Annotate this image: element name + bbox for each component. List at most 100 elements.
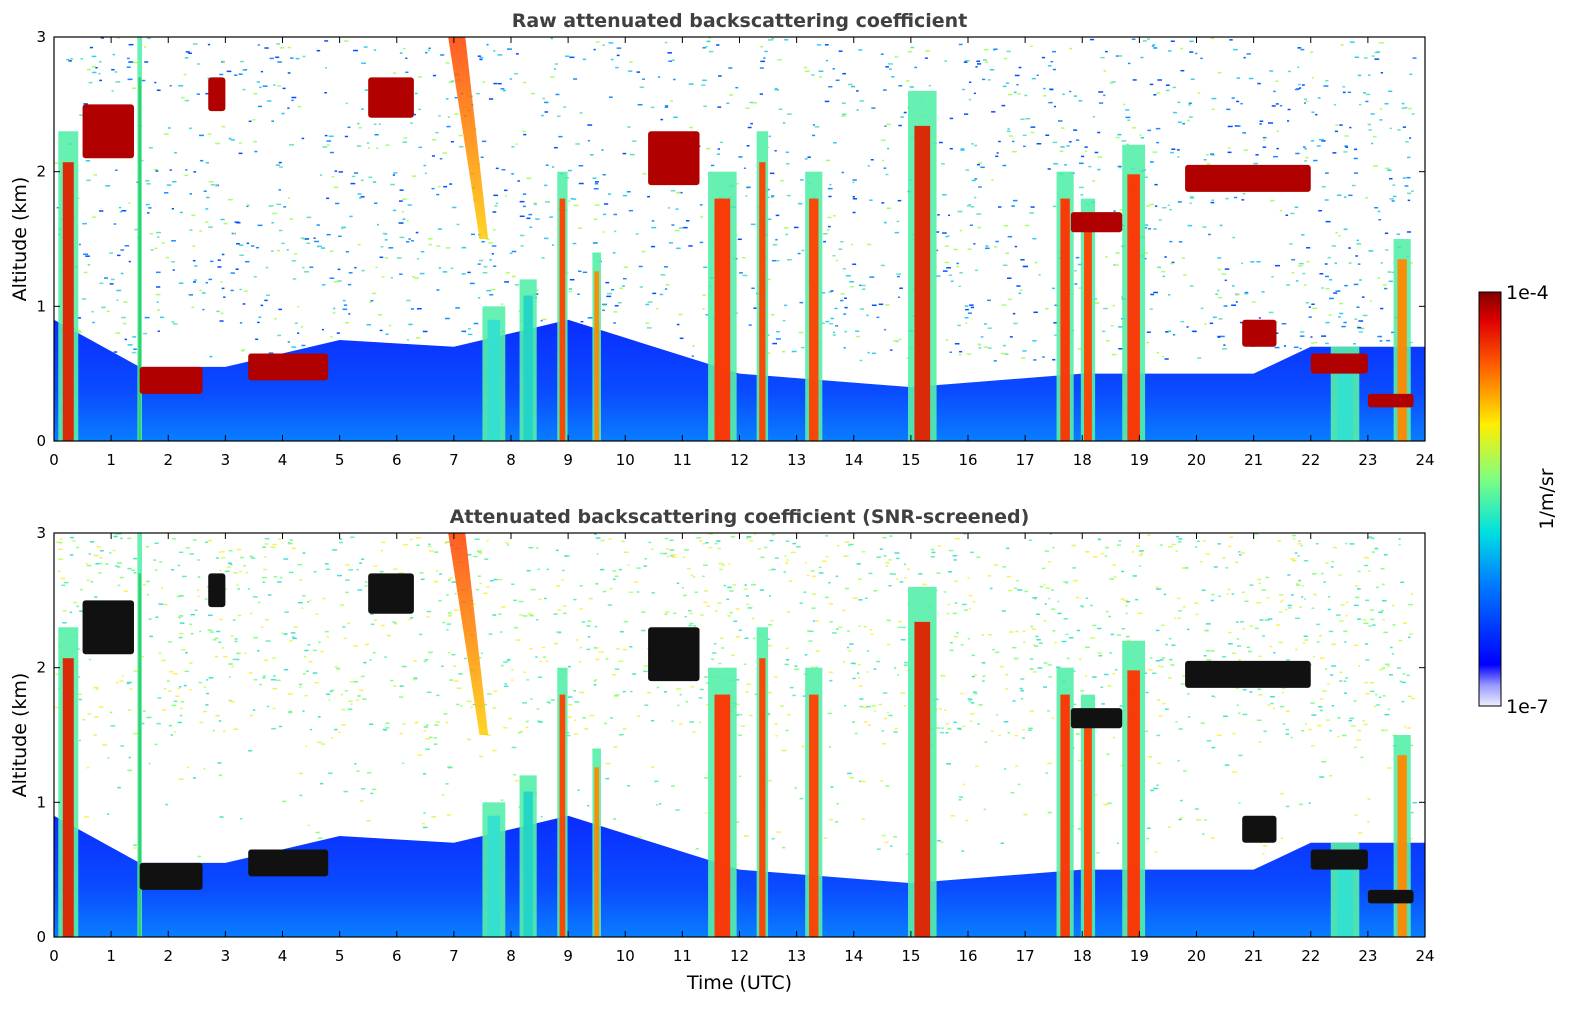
noise-dot bbox=[703, 601, 708, 604]
noise-dot bbox=[573, 78, 578, 80]
noise-dot bbox=[1361, 327, 1365, 330]
noise-dot bbox=[1293, 538, 1296, 540]
noise-dot bbox=[513, 773, 516, 776]
noise-dot bbox=[708, 546, 713, 549]
noise-dot bbox=[685, 700, 688, 703]
noise-dot bbox=[1387, 169, 1392, 171]
noise-dot bbox=[1262, 136, 1267, 139]
noise-dot bbox=[1387, 767, 1392, 769]
noise-dot bbox=[483, 265, 488, 268]
noise-dot bbox=[859, 100, 865, 102]
noise-dot bbox=[1125, 605, 1128, 607]
noise-dot bbox=[1186, 119, 1190, 122]
noise-dot bbox=[218, 774, 223, 776]
noise-dot bbox=[656, 308, 659, 310]
noise-dot bbox=[663, 552, 668, 555]
noise-dot bbox=[608, 538, 612, 540]
noise-dot bbox=[282, 800, 287, 803]
noise-dot bbox=[775, 238, 778, 241]
noise-dot bbox=[324, 67, 328, 69]
noise-dot bbox=[1328, 630, 1334, 633]
noise-dot bbox=[826, 229, 830, 231]
noise-dot bbox=[338, 731, 341, 734]
noise-dot bbox=[1167, 826, 1172, 828]
noise-dot bbox=[689, 126, 693, 129]
noise-dot bbox=[1362, 720, 1365, 722]
noise-dot bbox=[416, 307, 422, 310]
noise-dot bbox=[1384, 713, 1390, 716]
noise-dot bbox=[991, 111, 996, 113]
noise-dot bbox=[490, 580, 494, 582]
x-tick-label: 1 bbox=[106, 947, 116, 965]
noise-dot bbox=[620, 540, 625, 543]
noise-dot bbox=[561, 579, 564, 581]
noise-dot bbox=[1033, 598, 1037, 600]
noise-dot bbox=[196, 559, 201, 561]
noise-dot bbox=[578, 660, 581, 663]
noise-dot bbox=[262, 546, 266, 549]
noise-dot bbox=[1007, 298, 1012, 301]
noise-dot bbox=[1365, 100, 1369, 103]
noise-dot bbox=[794, 665, 798, 667]
noise-dot bbox=[127, 78, 133, 81]
noise-dot bbox=[91, 321, 96, 324]
noise-dot bbox=[698, 721, 701, 724]
noise-dot bbox=[1357, 832, 1363, 834]
noise-dot bbox=[869, 199, 873, 201]
noise-dot bbox=[1019, 687, 1023, 690]
noise-dot bbox=[1156, 92, 1160, 94]
noise-dot bbox=[1233, 48, 1238, 51]
noise-dot bbox=[1402, 673, 1406, 675]
noise-dot bbox=[205, 281, 208, 284]
noise-dot bbox=[1005, 82, 1010, 84]
noise-dot bbox=[642, 172, 647, 175]
noise-dot bbox=[964, 60, 970, 62]
noise-dot bbox=[811, 570, 815, 572]
noise-dot bbox=[555, 93, 560, 96]
noise-dot bbox=[526, 217, 531, 220]
noise-dot bbox=[775, 734, 778, 737]
noise-dot bbox=[594, 181, 599, 183]
noise-dot bbox=[743, 835, 749, 837]
noise-dot bbox=[242, 69, 246, 71]
noise-dot bbox=[891, 75, 895, 78]
noise-dot bbox=[1303, 102, 1306, 104]
noise-dot bbox=[361, 108, 364, 110]
noise-dot bbox=[867, 243, 872, 246]
noise-dot bbox=[445, 541, 451, 543]
noise-dot bbox=[1152, 672, 1157, 675]
noise-dot bbox=[766, 712, 770, 715]
noise-dot bbox=[302, 55, 306, 58]
noise-dot bbox=[1168, 294, 1171, 296]
noise-dot bbox=[610, 717, 613, 719]
noise-dot bbox=[987, 575, 992, 577]
noise-dot bbox=[1353, 148, 1358, 151]
noise-dot bbox=[276, 43, 280, 45]
noise-dot bbox=[529, 648, 533, 650]
noise-dot bbox=[219, 618, 223, 621]
noise-dot bbox=[482, 81, 486, 83]
noise-dot bbox=[599, 568, 605, 571]
noise-dot bbox=[230, 289, 234, 292]
noise-dot bbox=[856, 563, 861, 565]
noise-dot bbox=[642, 78, 645, 80]
noise-dot bbox=[1165, 89, 1170, 92]
noise-dot bbox=[1050, 608, 1056, 610]
noise-dot bbox=[603, 304, 607, 307]
noise-dot bbox=[889, 573, 894, 575]
noise-dot bbox=[372, 181, 377, 183]
noise-dot bbox=[638, 265, 643, 268]
noise-dot bbox=[1298, 262, 1304, 265]
noise-dot bbox=[1411, 113, 1415, 115]
noise-dot bbox=[451, 581, 457, 583]
noise-dot bbox=[347, 283, 352, 286]
noise-dot bbox=[1362, 314, 1368, 317]
noise-dot bbox=[1300, 544, 1303, 547]
noise-dot bbox=[426, 610, 432, 613]
noise-dot bbox=[1109, 652, 1112, 654]
noise-dot bbox=[105, 563, 109, 565]
noise-dot bbox=[399, 732, 403, 735]
noise-dot bbox=[1319, 776, 1325, 778]
noise-dot bbox=[967, 577, 970, 579]
noise-dot bbox=[431, 816, 437, 818]
